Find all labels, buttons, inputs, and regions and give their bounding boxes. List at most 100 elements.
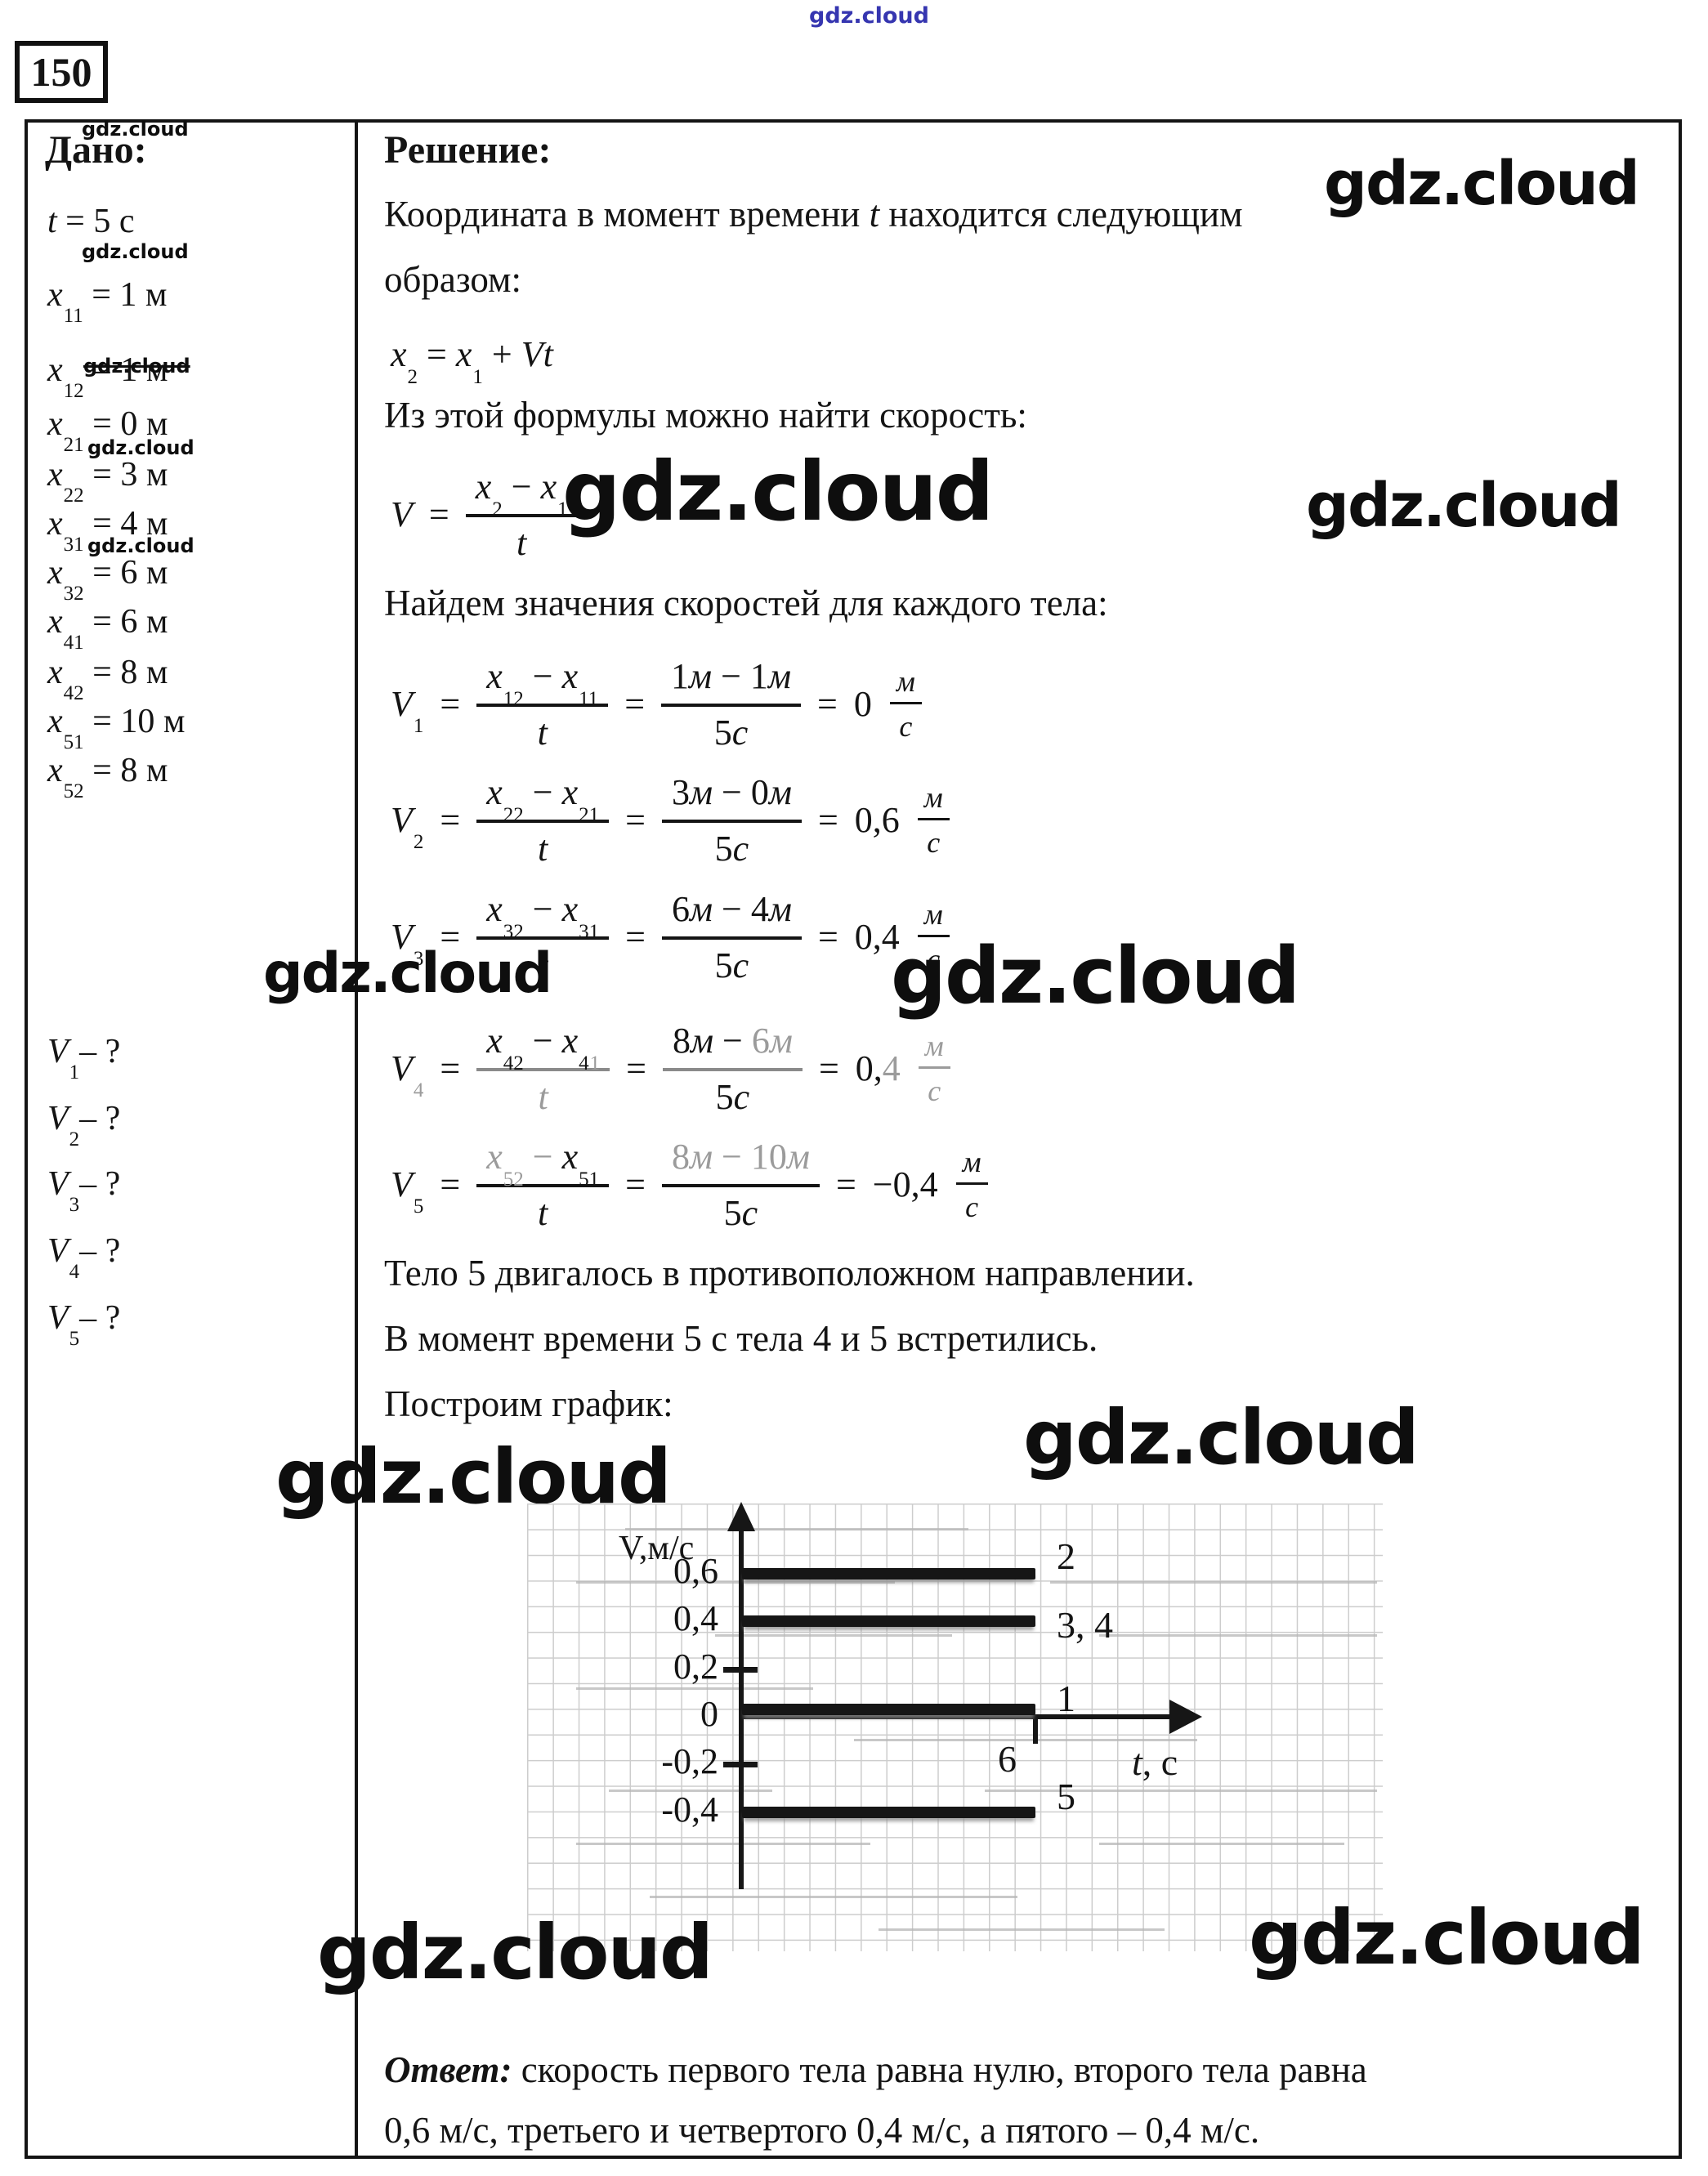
watermark-gdz-cloud: gdz.cloud <box>87 436 194 459</box>
solution-text-line: Найдем значения скоростей для каждого те… <box>384 583 1108 623</box>
velocity-1-equation: V1 = x12 − x11 t = 1м − 1м 5с = 0 м с <box>391 654 922 753</box>
grid-artifact <box>576 1843 870 1845</box>
watermark-gdz-cloud: gdz.cloud <box>82 240 189 263</box>
given-unknown: V3– ? <box>47 1165 121 1217</box>
series-label: 5 <box>1056 1775 1075 1817</box>
given-item: x41 = 6 м <box>47 603 168 655</box>
fraction: 1м − 1м 5с <box>661 654 802 753</box>
y-axis-label: V,м/с <box>619 1530 695 1567</box>
y-tick-label: -0,2 <box>661 1741 718 1782</box>
fraction: x42 − x41 t <box>476 1018 610 1118</box>
answer-line: 0,6 м/с, третьего и четвертого 0,4 м/с, … <box>384 2110 1260 2151</box>
grid-artifact <box>576 1687 813 1690</box>
velocity-5-equation: V5 = x52 − x51 t = 8м − 10м 5с = −0,4 м с <box>391 1134 988 1234</box>
solution-text-line: Тело 5 двигалось в противоположном напра… <box>384 1253 1195 1294</box>
answer-line: Ответ: скорость первого тела равна нулю,… <box>384 2044 1367 2096</box>
watermark-gdz-cloud: gdz.cloud <box>809 3 929 29</box>
equation-row: V2 = x22 − x21 t = 3м − 0м 5с = 0,6 м с <box>391 770 950 869</box>
fraction: 6м − 4м 5с <box>661 887 802 986</box>
fraction: x2 − x1 t <box>465 464 578 564</box>
velocity-line-body-1 <box>742 1704 1035 1715</box>
given-item: x51 = 10 м <box>47 703 186 754</box>
velocity-3-equation: V3 = x32 − x31 t = 6м − 4м 5с = 0,4 м с <box>391 887 950 986</box>
given-item: x21 = 0 м <box>47 405 168 457</box>
solution-text-line: В момент времени 5 с тела 4 и 5 встретил… <box>384 1318 1098 1359</box>
given-unknown: V5– ? <box>47 1299 121 1351</box>
equation-row: V5 = x52 − x51 t = 8м − 10м 5с = −0,4 м с <box>391 1134 988 1234</box>
watermark-gdz-cloud: gdz.cloud <box>1023 1394 1420 1481</box>
velocity-general-formula: V = x2 − x1 t <box>391 464 578 564</box>
table-frame <box>25 119 1682 2159</box>
watermark-gdz-cloud: gdz.cloud <box>87 534 194 557</box>
watermark-gdz-cloud: gdz.cloud <box>891 932 1300 1021</box>
coordinate-formula: x2 = x1 + Vt <box>391 334 553 388</box>
watermark-gdz-cloud: gdz.cloud <box>1249 1894 1645 1982</box>
equation-row: V3 = x32 − x31 t = 6м − 4м 5с = 0,4 м с <box>391 887 950 986</box>
series-label: 3, 4 <box>1056 1604 1113 1647</box>
y-tick-label: 0 <box>700 1694 718 1734</box>
x-axis-label: t, c <box>1132 1741 1178 1783</box>
velocity-graph: V,м/с 0,6 0,4 0,2 0 -0,2 -0,4 2 3, 4 1 5 6 t, c <box>527 1502 1383 1951</box>
answer-text: скорость первого тела равна нулю, второг… <box>521 2049 1367 2090</box>
given-item: x11 = 1 м <box>47 276 168 328</box>
velocity-line-body-5 <box>742 1806 1035 1818</box>
fraction: x32 − x31 t <box>476 887 610 986</box>
given-unknown: V4– ? <box>47 1232 121 1284</box>
grid-artifact <box>609 1790 772 1792</box>
grid-artifact <box>879 1928 1165 1931</box>
watermark-gdz-cloud: gdz.cloud <box>263 941 552 1006</box>
watermark-gdz-cloud: gdz.cloud <box>1306 471 1622 541</box>
watermark-gdz-cloud: gdz.cloud <box>82 118 189 141</box>
grid-artifact <box>576 1581 895 1584</box>
table-column-divider <box>355 119 358 2159</box>
y-tick-label: -0,4 <box>661 1789 718 1830</box>
watermark-gdz-cloud: gdz.cloud <box>83 355 190 378</box>
fraction: x52 − x51 t <box>476 1134 610 1234</box>
solution-text-line: Из этой формулы можно найти скорость: <box>384 395 1027 436</box>
answer-label: Ответ: <box>384 2049 512 2090</box>
grid-artifact <box>985 1790 1377 1792</box>
watermark-gdz-cloud: gdz.cloud <box>317 1909 713 1996</box>
y-tick-label: 0,6 <box>673 1550 718 1591</box>
fraction: x22 − x21 t <box>476 770 610 869</box>
velocity-4-equation: V4 = x42 − x41 t = 8м − 6м 5с = 0,4 м с <box>391 1018 950 1118</box>
given-item: x32 = 6 м <box>47 554 168 605</box>
given-item: t = 5 с <box>47 203 135 240</box>
watermark-gdz-cloud: gdz.cloud <box>275 1433 672 1521</box>
x-axis-arrow-icon <box>1169 1700 1202 1734</box>
given-item: x42 = 8 м <box>47 654 168 705</box>
y-tick-mark <box>723 1666 758 1673</box>
fraction: 3м − 0м 5с <box>661 770 802 869</box>
x-tick-label: 6 <box>998 1738 1017 1780</box>
given-title: Дано: <box>45 128 147 172</box>
given-item: x12 = 1 м <box>47 351 168 403</box>
equation-row: V1 = x12 − x11 t = 1м − 1м 5с = 0 м с <box>391 654 922 753</box>
equation-row: V4 = x42 − x41 t = 8м − 6м 5с = 0,4 м с <box>391 1018 950 1118</box>
grid-artifact <box>1050 1581 1377 1584</box>
series-label: 1 <box>1056 1678 1075 1719</box>
solution-text-line: образом: <box>384 259 522 300</box>
solution-title: Решение: <box>384 128 552 172</box>
watermark-gdz-cloud: gdz.cloud <box>1324 149 1640 219</box>
y-tick-label: 0,4 <box>673 1598 718 1639</box>
equation-row: V = x2 − x1 t <box>391 464 578 564</box>
fraction: 8м − 10м 5с <box>661 1134 820 1234</box>
velocity-line-body-34 <box>742 1615 1035 1628</box>
fraction: 8м − 6м 5с <box>662 1018 803 1118</box>
given-item: x52 = 8 м <box>47 752 168 803</box>
y-axis <box>739 1526 744 1889</box>
velocity-2-equation: V2 = x22 − x21 t = 3м − 0м 5с = 0,6 м с <box>391 770 950 869</box>
given-item: x22 = 3 м <box>47 456 168 507</box>
watermark-gdz-cloud: gdz.cloud <box>562 444 994 539</box>
series-label: 2 <box>1056 1535 1075 1577</box>
grid-artifact <box>1099 1843 1344 1845</box>
grid-artifact <box>1099 1634 1377 1637</box>
x-tick-6 <box>1033 1719 1038 1744</box>
x-axis <box>740 1714 1175 1719</box>
grid-artifact <box>650 1896 1017 1898</box>
grid-artifact <box>854 1739 1197 1741</box>
